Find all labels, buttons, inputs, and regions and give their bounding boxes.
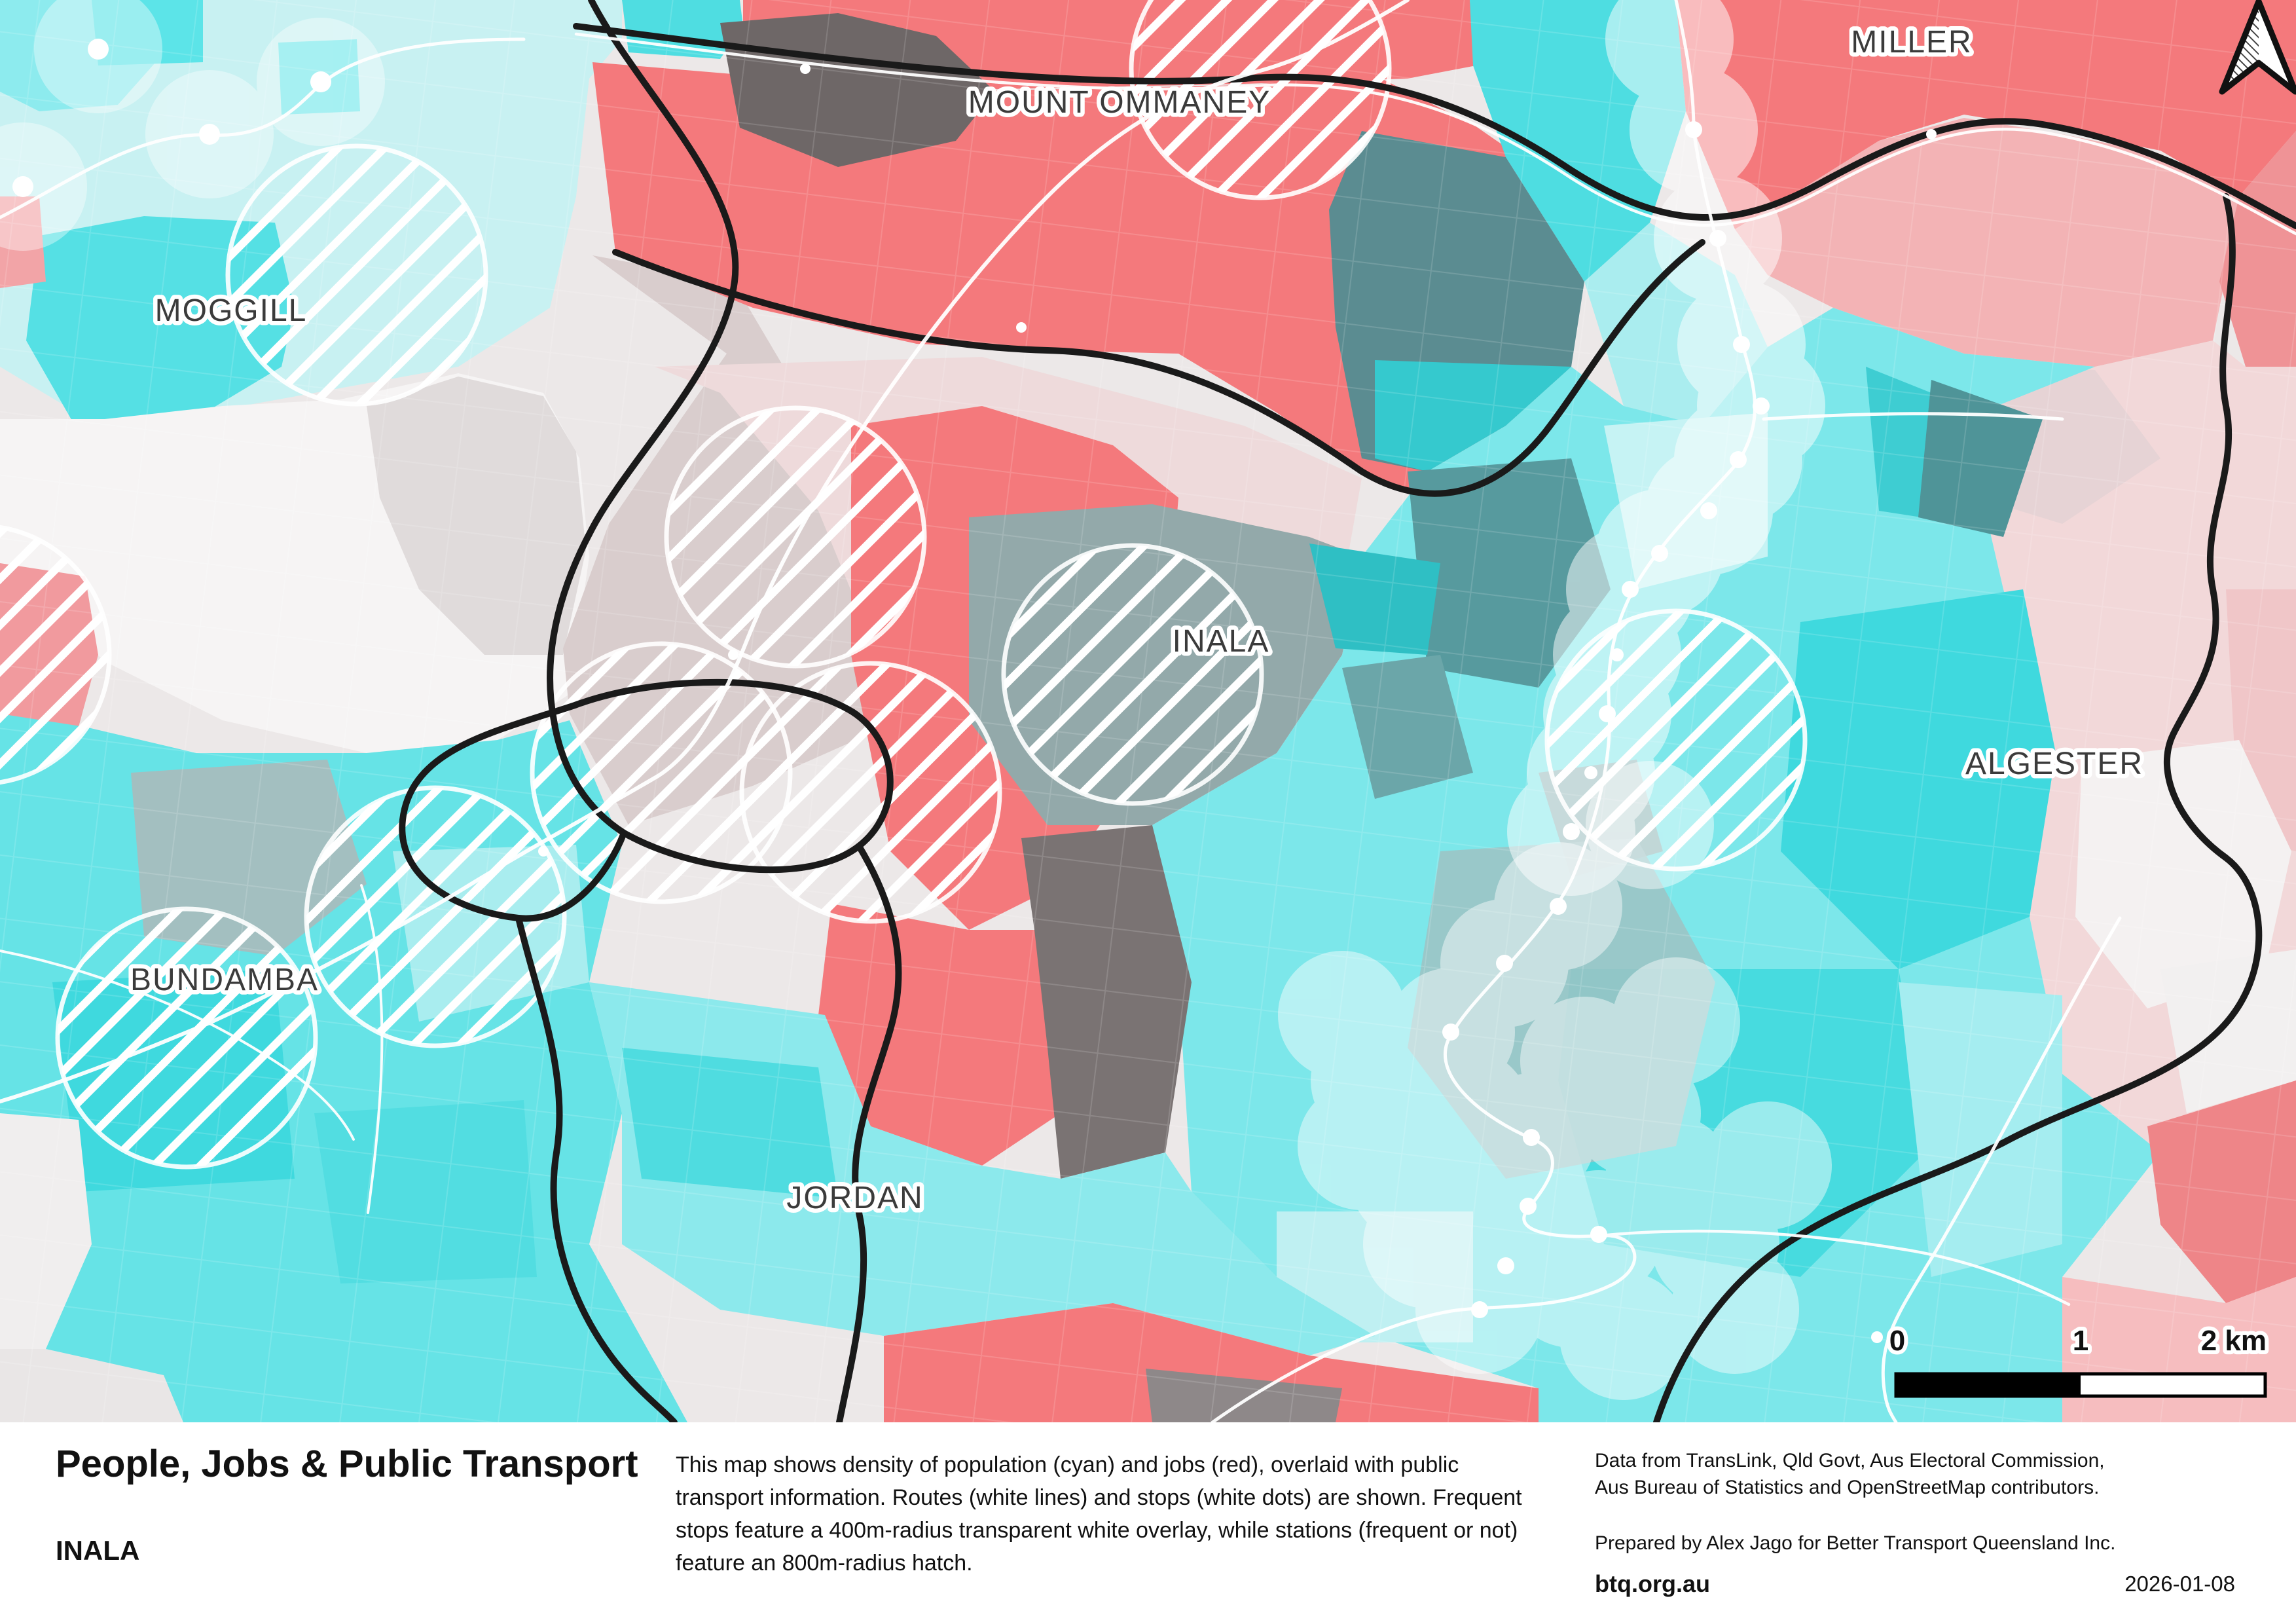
- date-text: 2026-01-08: [2124, 1572, 2235, 1596]
- poster-title: People, Jobs & Public Transport: [56, 1443, 638, 1485]
- north-arrow-icon: [2219, 0, 2296, 95]
- boundary-lines: [399, 0, 2296, 1426]
- place-label-mount-ommaney: MOUNT OMMANEY: [968, 85, 1271, 120]
- scale-bar: 0 1 2 km: [1886, 1321, 2270, 1398]
- place-label-moggill: MOGGILL: [155, 293, 308, 328]
- scale-tick-0: 0: [1889, 1325, 1905, 1357]
- scale-tick-2: 2 km: [2201, 1325, 2267, 1357]
- attribution-line-1: Data from TransLink, Qld Govt, Aus Elect…: [1595, 1450, 2105, 1471]
- map-description: This map shows density of population (cy…: [676, 1452, 1522, 1576]
- attribution-line-2: Aus Bureau of Statistics and OpenStreetM…: [1595, 1477, 2100, 1498]
- prepared-by: Prepared by Alex Jago for Better Transpo…: [1595, 1532, 2116, 1554]
- place-label-bundamba: BUNDAMBA: [130, 963, 319, 997]
- footer-panel: People, Jobs & Public Transport INALA Th…: [0, 1422, 2296, 1624]
- place-label-algester: ALGESTER: [1965, 747, 2143, 781]
- place-labels: MOGGILL MOUNT OMMANEY MILLER INALA ALGES…: [126, 21, 2146, 1220]
- map-canvas: MOGGILL MOUNT OMMANEY MILLER INALA ALGES…: [0, 0, 2296, 1426]
- place-label-miller: MILLER: [1851, 25, 1972, 60]
- scale-tick-1: 1: [2073, 1325, 2088, 1357]
- place-label-inala: INALA: [1173, 624, 1270, 659]
- poster-subtitle: INALA: [56, 1535, 140, 1566]
- website-text: btq.org.au: [1595, 1570, 1710, 1597]
- stop-dots: [12, 39, 1937, 1343]
- data-attribution: Data from TransLink, Qld Govt, Aus Elect…: [1595, 1447, 2263, 1501]
- place-label-jordan: JORDAN: [786, 1181, 923, 1215]
